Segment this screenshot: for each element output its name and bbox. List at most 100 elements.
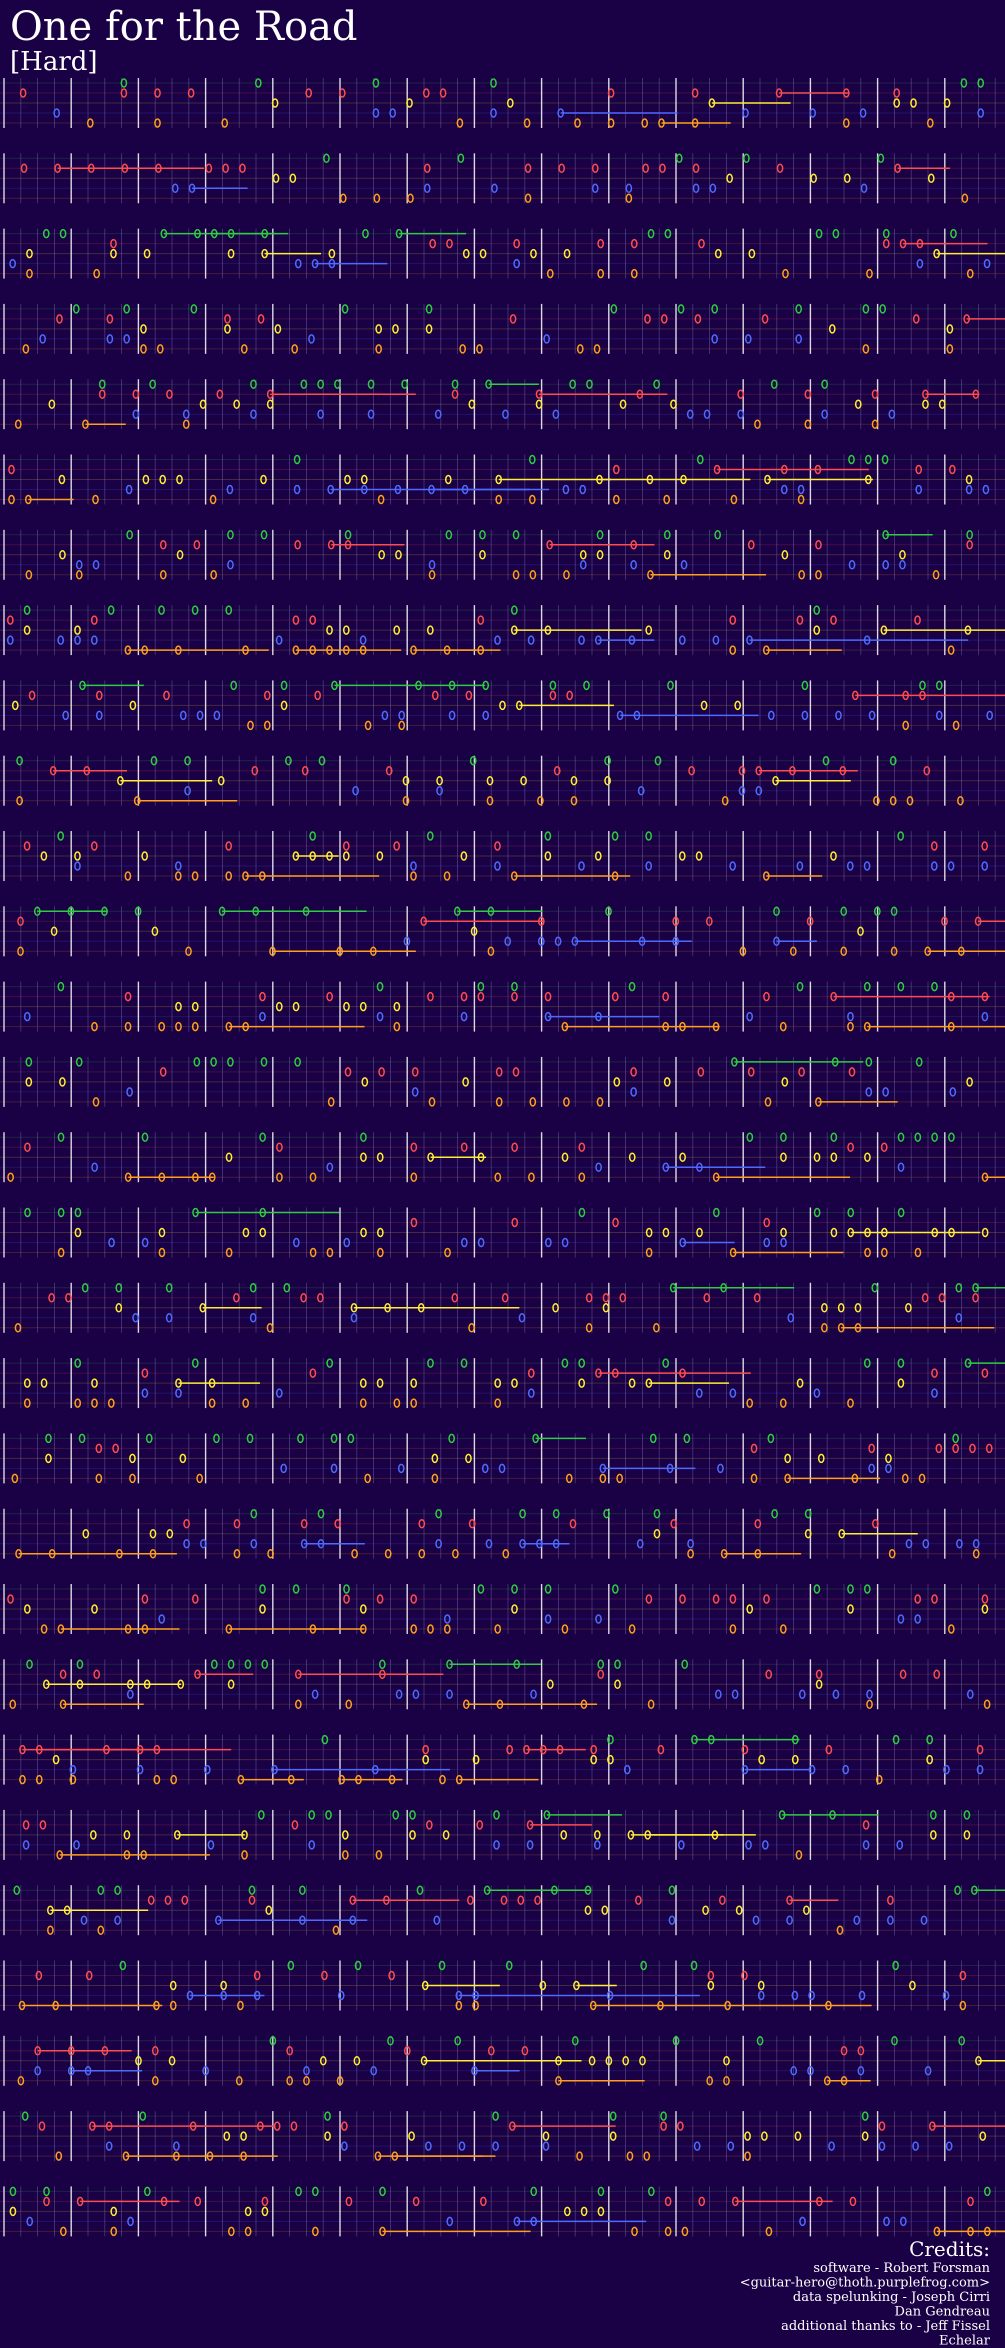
note [761,314,769,324]
note [949,1087,957,1097]
note [462,248,470,259]
note [532,1433,540,1444]
note [851,690,859,701]
note [93,1669,101,1680]
note [116,1548,123,1559]
note [794,2131,802,2141]
note [866,268,873,279]
note [780,1132,787,1142]
staff-row [0,228,1005,279]
note [74,1398,82,1408]
note [159,570,167,580]
note [696,1227,703,1238]
note [431,1473,439,1484]
note [439,1774,446,1785]
note [427,991,434,1002]
note [227,248,235,259]
note [438,1960,446,1971]
note [645,1378,653,1388]
staff-row [0,1809,1005,1860]
note [530,1689,537,1700]
note [772,775,779,786]
note [804,389,812,399]
note [417,1303,425,1313]
note [640,1960,647,1971]
note [461,484,469,495]
note [181,1895,189,1905]
note [594,851,602,861]
note [76,2196,84,2207]
note [460,1142,468,1152]
note [919,680,926,691]
note [223,2131,231,2141]
note [233,1293,240,1303]
staff-row [0,906,1005,957]
note [700,700,708,711]
note [666,1463,674,1474]
note [462,1699,470,1710]
note [391,2151,399,2161]
note [48,1548,56,1559]
note [574,118,581,128]
note [556,1744,564,1755]
note [91,1398,98,1408]
note [56,314,63,324]
note [711,304,719,314]
note [110,2206,118,2217]
note [283,1283,291,1293]
note [679,1152,686,1162]
note [821,1323,828,1333]
note [906,795,914,806]
note [250,1538,258,1549]
note [897,1162,905,1172]
note [888,409,896,419]
note [910,98,917,108]
note [55,2151,63,2161]
note [442,1830,450,1840]
note [563,2206,571,2217]
note [790,2066,798,2076]
note [821,409,829,419]
note [743,153,750,164]
note [259,1584,266,1594]
note [613,1077,621,1087]
note [779,1398,787,1408]
note [479,530,486,540]
note [639,2056,646,2066]
note [859,108,867,118]
note [97,1925,105,1935]
note [578,1358,586,1368]
note [341,304,349,314]
note [428,1097,436,1107]
note [189,2121,197,2131]
note [756,2036,764,2046]
note [293,484,301,495]
note [528,1172,535,1182]
note [509,2121,516,2131]
note [727,2141,735,2151]
note [289,173,297,184]
note [757,1990,765,2001]
note [259,1011,266,1022]
note [174,871,182,881]
note [947,861,955,871]
note [731,2196,739,2207]
note [902,720,910,731]
note [933,248,941,259]
note [479,2196,487,2207]
note [938,399,946,409]
note [644,1830,652,1840]
note [535,399,543,409]
note [225,841,233,851]
note [795,334,803,344]
note [955,1283,963,1293]
note [609,2131,617,2141]
note [561,1152,569,1162]
note [149,1528,157,1539]
note [830,1152,838,1162]
note [457,153,465,164]
note [378,1659,386,1670]
note [182,419,190,429]
note [156,344,164,354]
staff-row [0,2035,1005,2086]
